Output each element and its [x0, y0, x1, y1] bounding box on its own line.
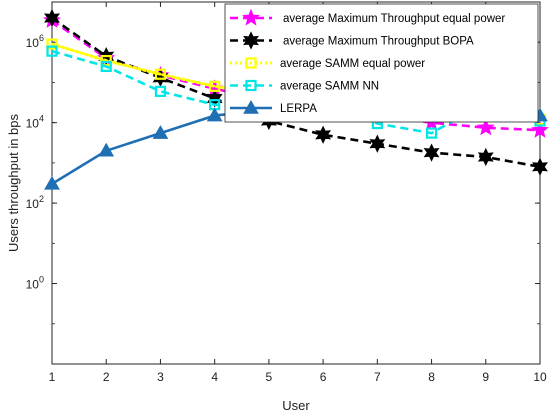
data-point — [477, 147, 494, 167]
data-point — [206, 107, 223, 122]
data-point — [152, 125, 169, 139]
y-tick-label: 100 — [26, 275, 44, 292]
x-tick-label: 2 — [103, 370, 110, 384]
legend-entry-2: average Maximum Throughput BOPA — [230, 31, 474, 50]
data-point — [423, 143, 440, 162]
x-tick-label: 10 — [533, 370, 547, 384]
y-axis-title: Users throughput in bps — [6, 113, 21, 252]
y-tick-label: 104 — [26, 114, 44, 131]
legend-entry-3: average SAMM equal power — [230, 57, 425, 70]
data-point — [46, 45, 58, 57]
legend-marker — [245, 79, 257, 92]
data-point — [425, 127, 438, 139]
data-point — [531, 120, 549, 138]
data-point — [532, 157, 548, 176]
legend-entry-5: LERPA — [230, 99, 317, 115]
x-tick-label: 9 — [482, 370, 489, 384]
legend-marker — [245, 57, 257, 69]
data-point — [154, 85, 167, 97]
data-point — [369, 134, 386, 153]
data-point — [100, 54, 112, 67]
legend-label: average SAMM NN — [280, 81, 379, 93]
x-tick-label: 7 — [374, 370, 381, 384]
y-tick-label: 106 — [26, 33, 44, 50]
legend-box — [224, 3, 539, 123]
legend-label: average Maximum Throughput BOPA — [283, 36, 474, 48]
legend-marker — [243, 99, 259, 114]
data-point — [476, 118, 495, 136]
data-point — [46, 38, 58, 50]
legend-marker — [242, 8, 260, 26]
data-point — [315, 125, 332, 144]
x-tick-label: 8 — [428, 370, 435, 384]
data-point — [44, 175, 60, 190]
data-point — [98, 142, 115, 157]
x-axis-title: User — [282, 398, 310, 413]
legend-label: average Maximum Throughput equal power — [283, 13, 505, 25]
legend: average Maximum Throughput equal power av… — [224, 3, 539, 123]
data-point — [154, 68, 167, 80]
legend-entry-4: average SAMM NN — [230, 79, 379, 93]
legend-label: average SAMM equal power — [280, 58, 425, 70]
axis-ticks: 1 2 3 4 5 6 7 8 9 10 100 102 104 106 — [26, 2, 547, 384]
x-tick-label: 3 — [157, 370, 164, 384]
x-tick-label: 5 — [266, 370, 273, 384]
x-tick-label: 1 — [49, 370, 56, 384]
data-point — [209, 80, 221, 92]
x-tick-label: 4 — [211, 370, 218, 384]
data-point — [206, 89, 223, 108]
legend-entry-1: average Maximum Throughput equal power — [230, 8, 505, 26]
data-point — [100, 60, 112, 73]
y-tick-label: 102 — [26, 194, 44, 211]
legend-marker — [243, 31, 259, 50]
x-tick-label: 6 — [320, 370, 327, 384]
data-point — [44, 8, 60, 28]
legend-label: LERPA — [280, 103, 317, 115]
